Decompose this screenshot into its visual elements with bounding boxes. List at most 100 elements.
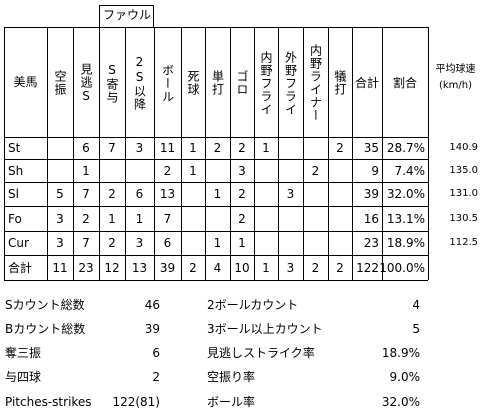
count-cell: 1 [189,141,197,155]
count-cell: 2 [108,236,116,250]
summary-label: Pitches-strikes [5,395,92,409]
count-cell: 2 [336,141,344,155]
summary-value: 5 [412,322,420,336]
total-cell: 122 [356,260,379,275]
summary-label: 2ボールカウント [207,298,299,312]
count-cell: 12 [104,260,120,275]
count-cell: 1 [238,236,246,250]
count-cell [328,206,352,231]
avg-speed-unit: (km/h) [438,80,473,91]
ratio-cell: 32.0% [386,187,425,201]
column-header: 見逃S [79,62,93,104]
count-cell: 1 [213,187,222,201]
count-cell: 13 [159,187,176,201]
count-cell: 4 [213,260,222,275]
summary-label: 空振り率 [207,370,256,384]
count-cell [278,206,303,231]
count-cell: 7 [108,141,116,155]
count-cell: 3 [135,141,144,155]
count-cell [303,206,328,231]
summary-label: ボール率 [207,395,256,409]
count-cell [254,182,278,206]
count-cell [125,159,154,182]
table-grid-lines [4,5,429,281]
count-cell [303,231,328,255]
total-cell: 35 [363,141,379,155]
count-cell: 1 [213,236,222,250]
count-cell: 7 [82,187,90,201]
count-cell: 2 [238,141,246,155]
count-cell: 6 [163,236,172,250]
count-cell: 10 [234,260,250,275]
summary-value: 18.9% [381,346,420,360]
total-cell: 16 [363,211,379,226]
count-cell: 1 [135,211,144,226]
count-cell: 2 [213,141,222,155]
count-cell: 3 [286,187,295,201]
count-cell [328,159,352,182]
count-cell [328,231,352,255]
count-cell: 2 [82,211,90,226]
column-header: 外野フライ [283,50,298,116]
ratio-cell: 13.1% [386,211,425,226]
foul-group-label: ファウル [103,8,152,22]
count-cell [205,206,230,231]
count-cell: 5 [56,187,64,201]
count-cell: 2 [238,211,246,226]
summary-label: 3ボール以上カウント [207,322,323,336]
pitch-type-label: Sl [8,187,19,201]
summary-value: 2 [152,370,160,384]
count-cell: 7 [163,211,172,226]
count-cell: 2 [336,260,344,275]
count-cell [278,159,303,182]
count-cell: 1 [262,141,270,155]
summary-value: 4 [412,298,420,312]
count-cell: 7 [82,236,90,250]
count-cell [303,137,328,159]
column-header: ボール [160,63,175,103]
avg-speed-value: 140.9 [449,142,478,153]
summary-label: 与四球 [5,370,42,384]
count-cell [278,137,303,159]
column-header: 内野フライ [259,50,273,116]
count-cell: 3 [56,211,64,226]
summary-value: 9.0% [389,370,421,384]
count-cell [47,159,73,182]
count-cell: 3 [56,236,64,250]
pitcher-name-header: 美馬 [13,75,38,89]
avg-speed-value: 135.0 [449,164,478,176]
pitch-type-label: Fo [8,211,22,226]
total-cell: 9 [371,163,379,178]
avg-speed-value: 131.0 [449,188,478,199]
count-cell: 1 [82,163,90,178]
count-cell: 3 [286,260,295,275]
count-cell: 11 [159,141,176,155]
summary-value: 122(81) [112,395,160,409]
column-header: 割合 [392,76,417,90]
total-cell: 39 [363,187,379,201]
avg-speed-value: 112.5 [449,237,478,248]
count-cell [303,182,328,206]
column-header: S寄与 [105,62,119,104]
count-cell: 6 [82,141,90,155]
count-cell [254,206,278,231]
summary-label: Bカウント総数 [5,322,86,336]
column-header: 内野ライナー [308,44,323,122]
count-cell: 2 [189,260,197,275]
summary-value: 6 [152,346,160,360]
ratio-cell: 7.4% [394,163,426,178]
count-cell [47,137,73,159]
ratio-cell: 18.9% [386,236,425,250]
avg-speed-value: 130.5 [449,212,478,224]
count-cell [205,159,230,182]
total-cell: 23 [363,236,379,250]
column-header: 単打 [210,70,225,96]
pitch-type-label: Sh [8,163,24,178]
summary-value: 32.0% [381,395,420,409]
summary-value: 46 [144,298,160,312]
column-header: 犠打 [333,70,347,96]
avg-speed-header: 平均球速 [435,64,476,75]
ratio-cell: 28.7% [386,141,425,155]
count-cell: 2 [238,187,246,201]
pitch-type-label: St [8,141,21,155]
